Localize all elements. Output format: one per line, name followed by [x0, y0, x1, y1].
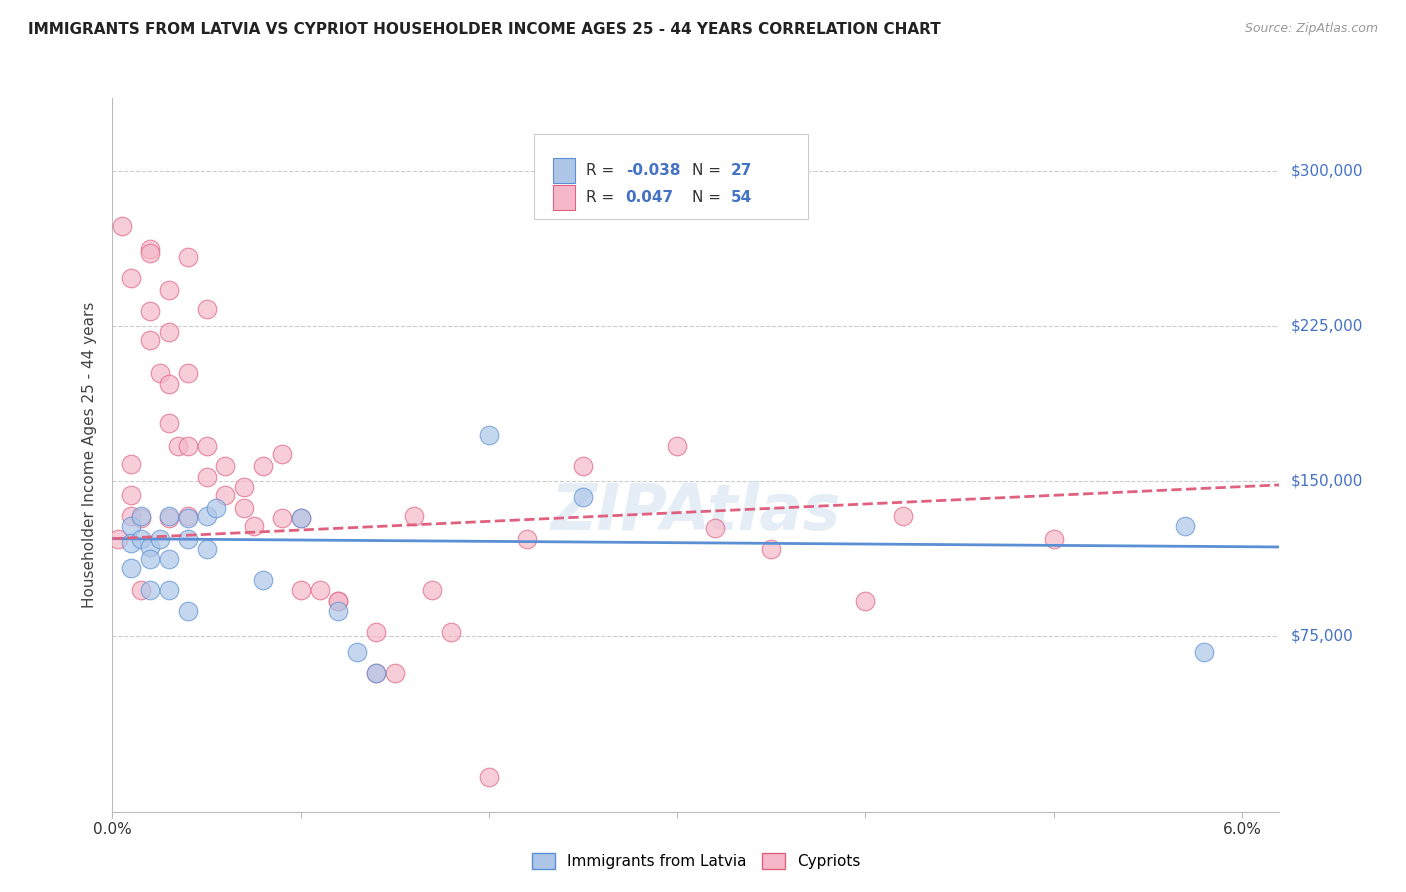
Point [308, 583, 330, 598]
Point [177, 508, 200, 523]
Point [891, 508, 914, 523]
Point [139, 333, 162, 347]
Point [1042, 532, 1064, 546]
Point [120, 536, 142, 550]
Point [167, 439, 190, 453]
Point [120, 519, 142, 533]
Point [703, 521, 725, 535]
Point [402, 508, 425, 523]
Point [139, 304, 162, 318]
Point [478, 770, 501, 784]
Point [195, 469, 218, 483]
Point [270, 511, 292, 525]
Text: 54: 54 [731, 190, 752, 205]
Point [328, 593, 350, 607]
Point [364, 666, 387, 681]
Point [177, 532, 200, 546]
Point [148, 366, 170, 380]
Point [422, 583, 444, 598]
Point [139, 583, 162, 598]
Point [328, 593, 350, 607]
Point [233, 480, 256, 494]
Point [1174, 519, 1197, 533]
Point [290, 583, 312, 598]
Text: $150,000: $150,000 [1291, 474, 1362, 488]
Text: R =: R = [586, 190, 624, 205]
Point [157, 511, 180, 525]
Text: $75,000: $75,000 [1291, 628, 1354, 643]
Point [177, 604, 200, 618]
Point [270, 447, 292, 461]
Point [157, 508, 180, 523]
Text: N =: N = [692, 163, 725, 178]
Text: ZIPAtlas: ZIPAtlas [551, 481, 841, 543]
Point [177, 251, 200, 265]
Point [666, 439, 689, 453]
Point [328, 604, 350, 618]
Text: 27: 27 [731, 163, 752, 178]
Point [205, 500, 228, 515]
Point [157, 416, 180, 430]
Text: R =: R = [586, 163, 620, 178]
Point [195, 542, 218, 557]
Point [129, 583, 152, 598]
Point [177, 366, 200, 380]
Point [572, 491, 595, 505]
Point [364, 666, 387, 681]
Point [148, 532, 170, 546]
Point [572, 459, 595, 474]
Text: Source: ZipAtlas.com: Source: ZipAtlas.com [1244, 22, 1378, 36]
Point [129, 508, 152, 523]
Legend: Immigrants from Latvia, Cypriots: Immigrants from Latvia, Cypriots [526, 847, 866, 875]
Point [157, 583, 180, 598]
Text: $300,000: $300,000 [1291, 163, 1362, 178]
Point [1192, 645, 1215, 659]
Text: N =: N = [692, 190, 725, 205]
Point [120, 488, 142, 502]
Point [157, 376, 180, 391]
Point [853, 593, 876, 607]
Text: IMMIGRANTS FROM LATVIA VS CYPRIOT HOUSEHOLDER INCOME AGES 25 - 44 YEARS CORRELAT: IMMIGRANTS FROM LATVIA VS CYPRIOT HOUSEH… [28, 22, 941, 37]
Point [111, 219, 134, 234]
Point [346, 645, 368, 659]
Y-axis label: Householder Income Ages 25 - 44 years: Householder Income Ages 25 - 44 years [82, 301, 97, 608]
Point [107, 532, 129, 546]
Point [252, 459, 274, 474]
Point [120, 560, 142, 574]
Point [120, 508, 142, 523]
Point [214, 459, 236, 474]
Point [120, 271, 142, 285]
Text: -0.038: -0.038 [626, 163, 681, 178]
Point [139, 552, 162, 566]
Point [478, 428, 501, 442]
Point [516, 532, 538, 546]
Point [364, 624, 387, 639]
Point [157, 284, 180, 298]
Point [139, 540, 162, 554]
Text: $225,000: $225,000 [1291, 318, 1362, 333]
Point [440, 624, 463, 639]
Point [139, 246, 162, 260]
Text: 0.047: 0.047 [626, 190, 673, 205]
Point [252, 573, 274, 587]
Point [177, 511, 200, 525]
Point [195, 439, 218, 453]
Point [195, 302, 218, 317]
Point [129, 511, 152, 525]
Point [177, 439, 200, 453]
Point [214, 488, 236, 502]
Point [157, 552, 180, 566]
Point [120, 457, 142, 471]
Point [157, 325, 180, 339]
Point [290, 511, 312, 525]
Point [139, 242, 162, 256]
Point [761, 542, 783, 557]
Point [290, 511, 312, 525]
Point [129, 532, 152, 546]
Point [384, 666, 406, 681]
Point [242, 519, 264, 533]
Point [195, 508, 218, 523]
Point [233, 500, 256, 515]
